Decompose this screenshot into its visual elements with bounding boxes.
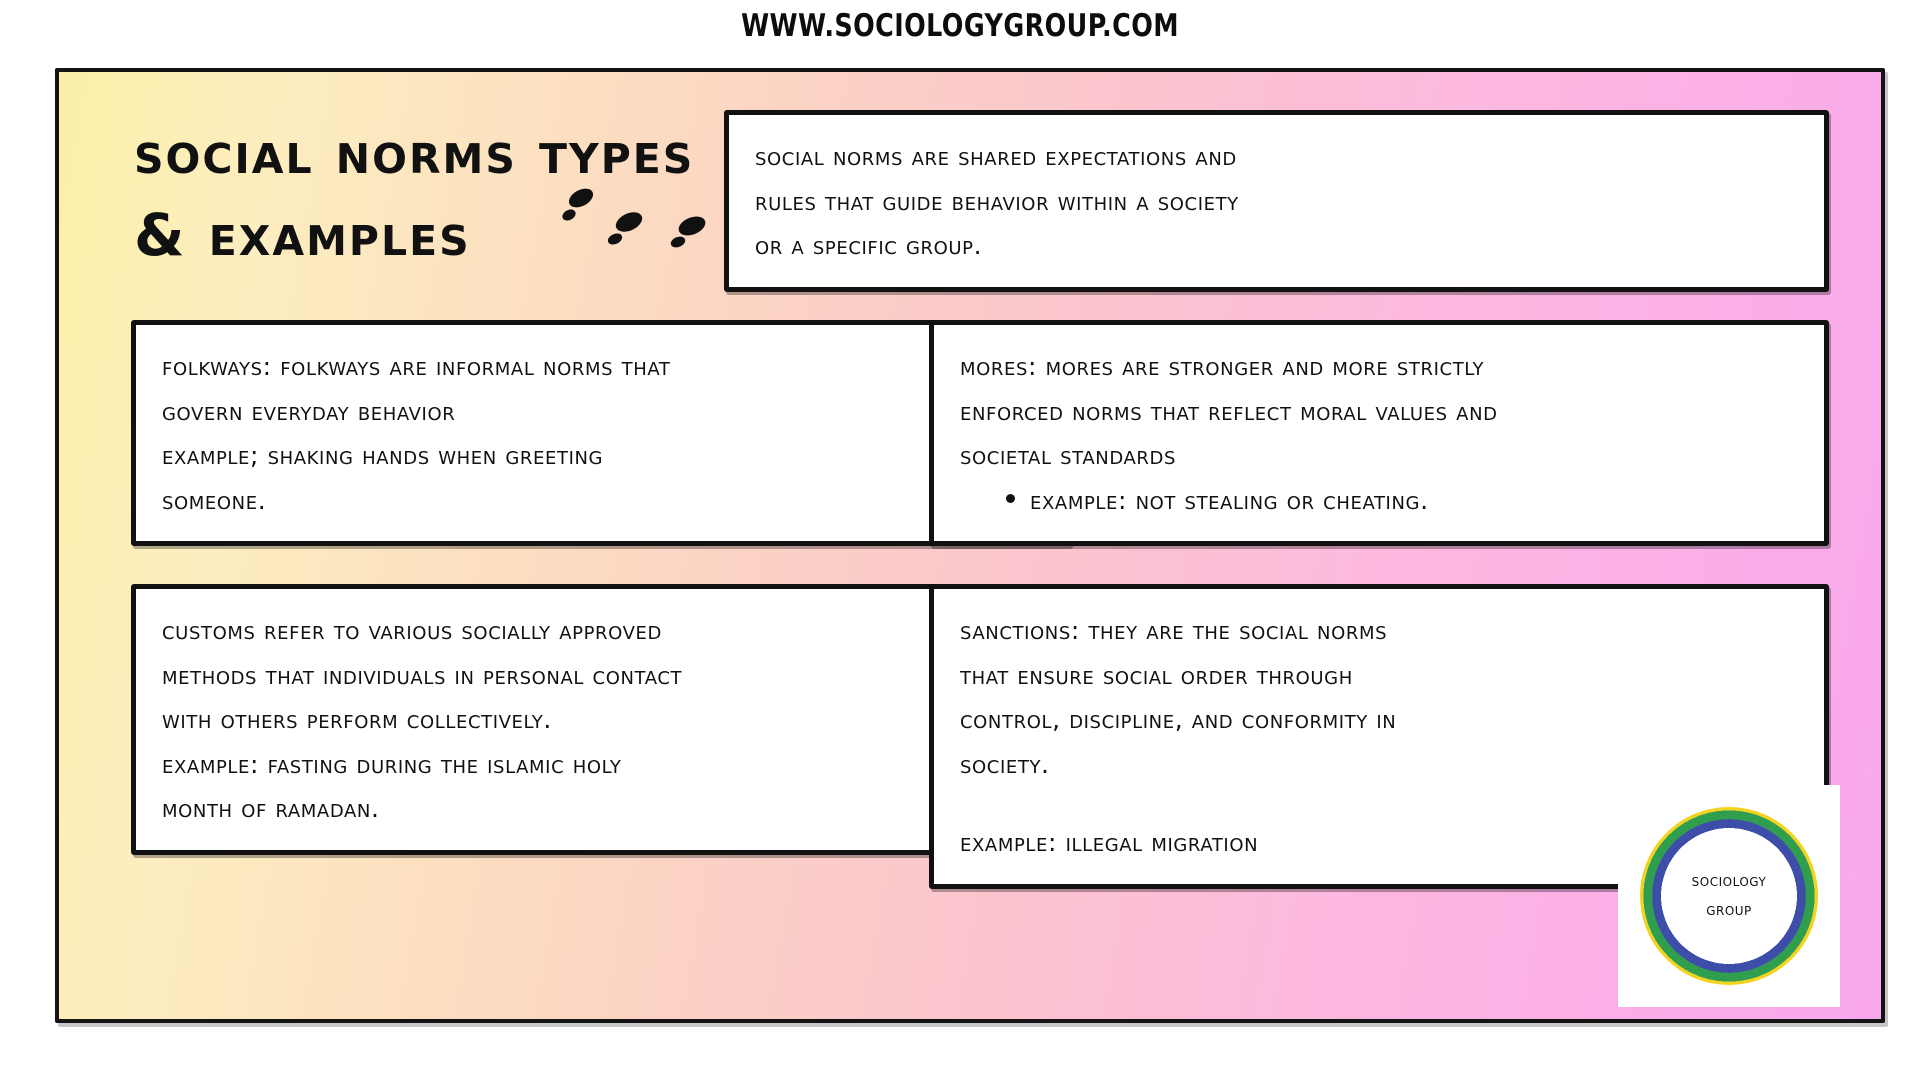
logo-line-2: Group <box>1706 900 1752 920</box>
mores-line: Mores: Mores are stronger and more stric… <box>960 352 1485 381</box>
site-url-header: WWW.SOCIOLOGYGROUP.COM <box>741 8 1179 44</box>
folkways-line: govern everyday behavior <box>162 396 456 426</box>
intro-card-body: Social norms are shared expectations and… <box>729 115 1824 287</box>
mores-line: societal standards <box>960 441 1176 470</box>
title-line-1: Social Norms Types <box>134 119 695 187</box>
sanctions-line: Example: illegal migration <box>960 828 1259 857</box>
intro-line: rules that guide behavior within a socie… <box>755 186 1239 216</box>
bullet-icon <box>1006 493 1015 503</box>
mores-line: enforced norms that reflect moral values… <box>960 396 1498 426</box>
customs-line: with others perform collectively. <box>162 705 552 734</box>
customs-line: Example: Fasting during the Islamic holy <box>162 749 622 779</box>
customs-card-body: Customs refer to various socially approv… <box>136 589 1066 850</box>
sociology-group-logo: Sociology Group <box>1618 785 1840 1007</box>
title-line-2: & Examples <box>134 201 471 270</box>
customs-line: Customs refer to various socially approv… <box>162 616 662 645</box>
folkways-line: someone. <box>162 485 267 515</box>
intro-card: Social norms are shared expectations and… <box>724 110 1829 292</box>
intro-line: or a specific group. <box>755 231 983 260</box>
mores-card-body: Mores: Mores are stronger and more stric… <box>934 325 1824 541</box>
customs-line: month of Ramadan. <box>162 794 380 823</box>
mores-bullet-item: Example: not stealing or cheating. <box>960 479 1798 524</box>
intro-line: Social norms are shared expectations and <box>755 142 1237 171</box>
sanctions-line: society. <box>960 749 1050 779</box>
logo-text: Sociology Group <box>1692 867 1767 925</box>
sanctions-line: that ensure social order through <box>960 660 1353 690</box>
mores-card: Mores: Mores are stronger and more stric… <box>929 320 1829 546</box>
customs-card: Customs refer to various socially approv… <box>131 584 1071 855</box>
folkways-line: Example; shaking hands when greeting <box>162 441 604 470</box>
folkways-card-body: Folkways: Folkways are informal norms th… <box>136 325 1066 541</box>
poster-panel: Social Norms Types & Examples <box>55 68 1885 1023</box>
sanctions-line: control, discipline, and conformity in <box>960 705 1397 734</box>
folkways-line: Folkways: Folkways are informal norms th… <box>162 352 671 381</box>
sanctions-card-body: Sanctions: They are the social norms tha… <box>934 589 1824 884</box>
customs-line: methods that individuals in personal con… <box>162 660 683 690</box>
folkways-card: Folkways: Folkways are informal norms th… <box>131 320 1071 546</box>
sanctions-line: Sanctions: They are the social norms <box>960 616 1388 645</box>
rainbow-rings-icon: Sociology Group <box>1640 807 1818 985</box>
mores-bullet-text: Example: not stealing or cheating. <box>1030 485 1429 515</box>
logo-line-1: Sociology <box>1691 871 1767 892</box>
poster-title: Social Norms Types & Examples <box>134 112 854 277</box>
